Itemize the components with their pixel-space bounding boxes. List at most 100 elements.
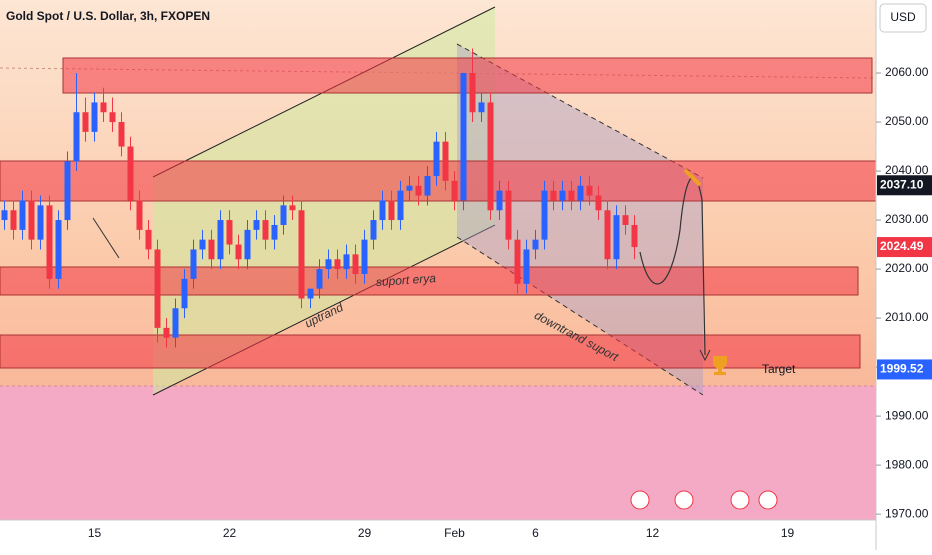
price-label: 1999.52 [880, 362, 924, 376]
x-tick-label: 22 [223, 526, 237, 540]
candle-body [100, 102, 107, 113]
event-icon[interactable] [758, 490, 778, 510]
candle-body [163, 327, 170, 338]
candle-body [19, 200, 26, 230]
candle-body [1, 210, 8, 221]
trophy-icon [713, 356, 727, 375]
event-icon[interactable] [630, 490, 650, 510]
price-label-box [877, 175, 932, 196]
candle-body [388, 200, 395, 221]
candle-body [73, 112, 80, 162]
price-label: 2037.10 [880, 177, 924, 191]
candle-body [226, 220, 233, 245]
event-icon[interactable] [674, 490, 694, 510]
candle-body [577, 185, 584, 201]
candle-body [586, 185, 593, 196]
candle-body [190, 249, 197, 279]
annotation: suport erya [375, 271, 436, 289]
x-tick-label: 29 [358, 526, 372, 540]
channel-line [456, 236, 704, 396]
candle-body [280, 205, 287, 225]
candle-body [604, 210, 611, 260]
candle-body [181, 278, 188, 309]
candle-body [415, 185, 422, 196]
candle-body [406, 185, 413, 191]
candle-body [370, 220, 377, 240]
candle-body [442, 141, 449, 181]
candle-body [559, 190, 566, 201]
zone [62, 57, 873, 94]
y-tick-label: 2030.00 [885, 212, 929, 226]
candles [1, 48, 638, 348]
y-tick-label: 2040.00 [885, 163, 929, 177]
candle-body [55, 220, 62, 279]
currency-button[interactable] [879, 3, 927, 33]
candle-body [217, 220, 224, 260]
axes: 1970.001980.001990.002000.002010.002020.… [88, 65, 932, 540]
candle-body [568, 190, 575, 201]
candle-body [595, 195, 602, 211]
candle-body [343, 254, 350, 270]
candle-body [91, 102, 98, 132]
candle-body [244, 229, 251, 260]
candle-body [136, 200, 143, 230]
candle-body [424, 175, 431, 196]
pencil-icon [683, 168, 702, 187]
chart-title: Gold Spot / U.S. Dollar, 3h, FXOPEN [6, 9, 210, 23]
zone [0, 266, 859, 296]
x-tick-label: 12 [646, 526, 660, 540]
candle-body [496, 190, 503, 211]
candle-body [433, 141, 440, 176]
candle-body [64, 161, 71, 221]
candle-body [334, 259, 341, 270]
candle-body [154, 249, 161, 328]
candle-body [397, 190, 404, 221]
candle-body [298, 210, 305, 299]
event-icon[interactable] [730, 490, 750, 510]
candle-body [469, 73, 476, 113]
y-tick-label: 2020.00 [885, 261, 929, 275]
y-tick-label: 2010.00 [885, 310, 929, 324]
candle-body [613, 215, 620, 260]
candle-body [307, 288, 314, 299]
arrow-head [699, 349, 711, 362]
candle-body [262, 220, 269, 240]
candle-body [145, 229, 152, 250]
price-label: 2024.49 [880, 239, 924, 253]
candle-body [199, 239, 206, 250]
y-axis-area [876, 0, 932, 550]
candle-body [127, 146, 134, 201]
candle-body [10, 210, 17, 230]
candle-body [235, 244, 242, 260]
candle-body [208, 239, 215, 260]
x-tick-label: Feb [444, 526, 465, 540]
candle-body [109, 112, 116, 123]
candle-body [172, 308, 179, 338]
candle-body [82, 112, 89, 132]
candle-body [46, 205, 53, 279]
plot-area [0, 0, 877, 520]
candle-body [523, 249, 530, 284]
candle-body [289, 205, 296, 211]
candle-body [541, 190, 548, 240]
candle-body [487, 102, 494, 211]
candle-body [631, 224, 638, 248]
candle-body [352, 254, 359, 274]
x-tick-label: 15 [88, 526, 102, 540]
price-label-box [877, 237, 932, 258]
candle-body [514, 239, 521, 284]
candle-body [532, 239, 539, 250]
downtrend-channel [457, 44, 703, 395]
y-tick-label: 1990.00 [885, 408, 929, 422]
candle-body [622, 215, 629, 225]
candle-body [478, 102, 485, 113]
background-lower [0, 386, 876, 520]
candle-body [325, 259, 332, 270]
candle-body [118, 122, 125, 147]
candle-body [451, 180, 458, 201]
y-tick-label: 2060.00 [885, 65, 929, 79]
currency-label[interactable]: USD [890, 10, 916, 24]
candle-body [316, 269, 323, 289]
